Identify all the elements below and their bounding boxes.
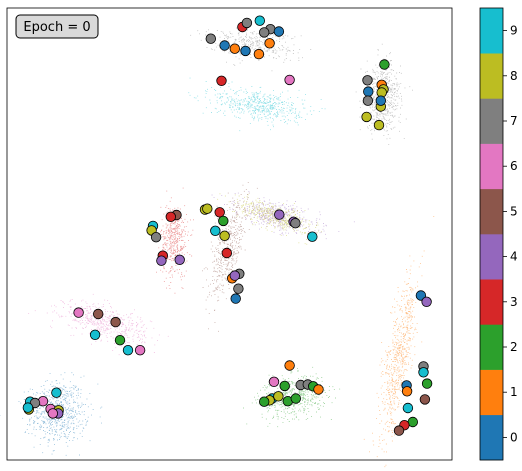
data-point-marker: [218, 215, 229, 227]
data-point-marker: [73, 307, 84, 318]
plot-frame: [6, 7, 453, 461]
data-point-marker: [284, 74, 295, 86]
data-point-marker: [216, 75, 227, 87]
data-point-marker: [253, 48, 265, 60]
data-point-marker: [114, 335, 126, 346]
data-point-marker: [240, 45, 251, 57]
data-point-marker: [259, 396, 270, 407]
colorbar-ticks: 0 1 2 3 4 5 6 7 8 9: [503, 24, 518, 444]
colorbar-segment-7: [480, 98, 503, 144]
data-point-marker: [150, 231, 162, 243]
data-point-marker: [165, 211, 177, 223]
point-cloud-cluster-1: [363, 216, 435, 468]
colorbar-tick-label: 8: [510, 69, 518, 83]
plot-area: Epoch = 0: [0, 7, 453, 468]
data-point-marker: [122, 345, 134, 356]
marker-layer: [22, 15, 433, 436]
data-point-marker: [230, 293, 241, 304]
colorbar-segment-3: [480, 279, 503, 325]
colorbar-segment-9: [480, 8, 503, 54]
data-point-marker: [379, 59, 390, 70]
data-point-marker: [214, 207, 225, 218]
data-point-marker: [205, 33, 217, 44]
data-point-marker: [361, 111, 372, 123]
data-point-marker: [89, 329, 101, 341]
data-point-marker: [284, 360, 295, 371]
data-point-marker: [421, 378, 433, 389]
data-point-marker: [307, 231, 318, 242]
data-point-marker: [313, 384, 324, 395]
colorbar-tick-label: 4: [510, 250, 518, 264]
colorbar-tick-label: 9: [510, 24, 518, 38]
data-point-marker: [92, 308, 104, 320]
colorbar-tick-label: 3: [510, 295, 518, 309]
data-point-marker: [156, 255, 167, 266]
data-point-marker: [362, 75, 373, 86]
data-point-marker: [210, 225, 221, 237]
data-point-marker: [221, 247, 233, 259]
colorbar-segment-1: [480, 369, 503, 416]
data-point-marker: [229, 43, 241, 54]
data-point-marker: [254, 15, 265, 26]
epoch-annotation: Epoch = 0: [15, 14, 99, 39]
point-cloud-cluster-6: [28, 293, 169, 356]
colorbar-tick-label: 1: [510, 385, 518, 399]
data-point-marker: [233, 283, 244, 294]
data-point-marker: [419, 394, 431, 405]
colorbar-segment-4: [480, 234, 503, 280]
colorbar-segment-6: [480, 143, 503, 190]
data-point-marker: [47, 408, 59, 419]
data-point-marker: [274, 209, 285, 220]
data-point-marker: [268, 376, 280, 388]
colorbar-tick-label: 7: [510, 114, 518, 128]
colorbar-segment-0: [480, 414, 503, 461]
colorbar-tick-label: 5: [510, 204, 518, 218]
data-point-marker: [241, 17, 253, 29]
data-point-marker: [219, 40, 230, 51]
data-point-marker: [273, 391, 284, 402]
data-point-marker: [418, 367, 429, 378]
point-cloud-cluster-9: [188, 77, 326, 132]
data-point-marker: [362, 95, 374, 106]
colorbar-segments: [480, 8, 503, 461]
data-point-marker: [134, 345, 146, 356]
data-point-marker: [290, 393, 302, 404]
data-point-marker: [51, 387, 62, 398]
data-point-marker: [393, 425, 405, 436]
colorbar-segment-2: [480, 324, 503, 370]
data-point-marker: [373, 119, 385, 131]
data-point-marker: [202, 203, 213, 214]
data-point-marker: [290, 217, 301, 229]
epoch-label: Epoch = 0: [23, 20, 90, 35]
colorbar: 0 1 2 3 4 5 6 7 8 9: [479, 7, 518, 461]
data-point-marker: [219, 230, 230, 242]
data-point-marker: [259, 27, 270, 38]
data-point-marker: [273, 26, 285, 37]
data-point-marker: [229, 270, 241, 281]
epoch-annotation-box: [15, 14, 99, 39]
colorbar-tick-label: 6: [510, 159, 518, 173]
colorbar-segment-5: [480, 188, 503, 235]
data-point-marker: [402, 402, 414, 414]
data-point-marker: [421, 296, 432, 308]
colorbar-tick-label: 2: [510, 340, 518, 354]
data-point-marker: [264, 38, 275, 49]
data-point-marker: [22, 402, 34, 413]
colorbar-tick-label: 0: [510, 430, 518, 444]
data-point-marker: [279, 380, 290, 392]
data-point-marker: [401, 386, 413, 397]
data-point-marker: [174, 254, 185, 265]
colorbar-segment-8: [480, 53, 503, 99]
data-point-marker: [110, 316, 121, 328]
data-point-marker: [363, 86, 374, 97]
colorbar-frame: [479, 7, 504, 461]
data-point-marker: [375, 95, 387, 106]
